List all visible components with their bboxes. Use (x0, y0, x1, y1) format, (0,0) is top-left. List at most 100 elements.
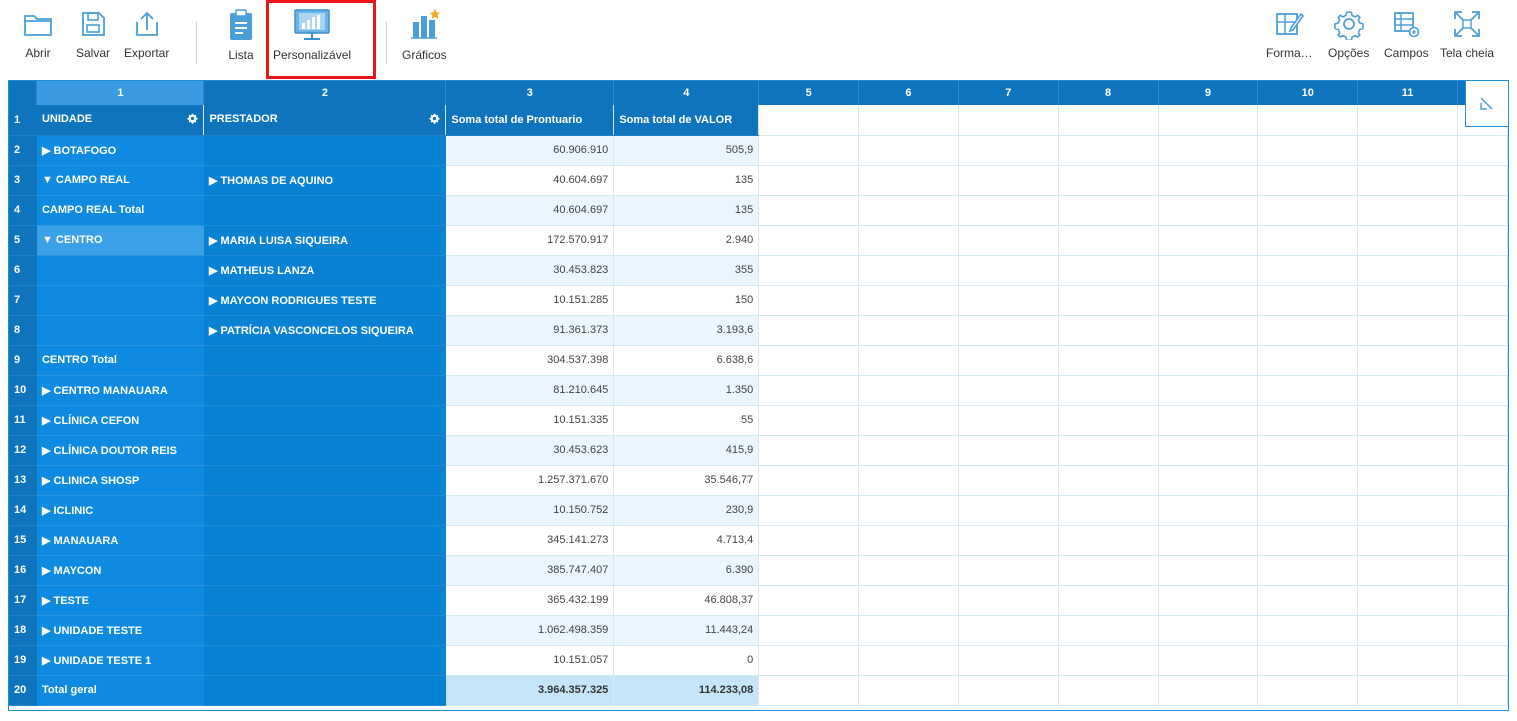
empty-cell[interactable] (1457, 465, 1508, 496)
prontuario-value[interactable]: 10.150.752 (445, 495, 615, 526)
valor-value[interactable]: 114.233,08 (613, 675, 760, 706)
empty-cell[interactable] (1357, 465, 1458, 496)
unidade-cell[interactable]: ▶ MAYCON (36, 555, 204, 586)
empty-cell[interactable] (958, 195, 1059, 226)
empty-cell[interactable] (1357, 435, 1458, 466)
empty-cell[interactable] (958, 525, 1059, 556)
empty-cell[interactable] (1457, 225, 1508, 256)
empty-cell[interactable] (758, 345, 860, 376)
empty-cell[interactable] (1357, 285, 1458, 316)
column-number[interactable]: 9 (1158, 81, 1259, 105)
row-number[interactable]: 8 (9, 315, 37, 346)
empty-cell[interactable] (1257, 645, 1359, 676)
empty-cell[interactable] (1058, 555, 1159, 586)
empty-cell[interactable] (1257, 315, 1359, 346)
empty-cell[interactable] (758, 165, 860, 196)
valor-value[interactable]: 1.350 (613, 375, 760, 406)
empty-cell[interactable] (1058, 645, 1159, 676)
empty-cell[interactable] (1158, 645, 1259, 676)
unidade-cell[interactable] (36, 255, 204, 286)
table-row[interactable]: 9 CENTRO Total 304.537.398 6.638,6 (9, 345, 1508, 376)
table-row[interactable]: 8 ▶ PATRÍCIA VASCONCELOS SIQUEIRA 91.361.3… (9, 315, 1508, 346)
empty-cell[interactable] (758, 435, 860, 466)
empty-cell[interactable] (1158, 255, 1259, 286)
empty-cell[interactable] (1357, 375, 1458, 406)
column-number[interactable]: 3 (445, 81, 615, 105)
valor-value[interactable]: 135 (613, 195, 760, 226)
empty-cell[interactable] (858, 405, 959, 436)
valor-value[interactable]: 355 (613, 255, 760, 286)
prestador-header[interactable]: PRESTADOR (203, 105, 447, 136)
empty-cell[interactable] (758, 315, 860, 346)
prestador-cell[interactable] (203, 195, 446, 226)
row-number[interactable]: 17 (9, 585, 37, 616)
unidade-cell[interactable]: ▶ BOTAFOGO (36, 135, 204, 166)
empty-cell[interactable] (1257, 225, 1359, 256)
prestador-cell[interactable] (203, 585, 446, 616)
unidade-cell[interactable]: ▶ MANAUARA (36, 525, 204, 556)
prestador-cell[interactable] (203, 615, 446, 646)
empty-cell[interactable] (1058, 165, 1159, 196)
empty-cell[interactable] (1058, 105, 1159, 136)
empty-cell[interactable] (758, 525, 860, 556)
valor-value[interactable]: 505,9 (613, 135, 760, 166)
empty-cell[interactable] (1158, 105, 1259, 136)
empty-cell[interactable] (858, 495, 959, 526)
empty-cell[interactable] (1457, 405, 1508, 436)
prestador-cell[interactable]: ▶ MARIA LUISA SIQUEIRA (203, 225, 446, 256)
pivot-grid[interactable]: 1 2 3 4 5 6 7 8 9 10 11 1 UNIDADE (8, 80, 1509, 711)
empty-cell[interactable] (1457, 675, 1508, 706)
prestador-cell[interactable] (203, 405, 446, 436)
table-row[interactable]: 16 ▶ MAYCON 385.747.407 6.390 (9, 555, 1508, 586)
prontuario-value[interactable]: 10.151.285 (445, 285, 615, 316)
empty-cell[interactable] (1457, 345, 1508, 376)
row-number[interactable]: 3 (9, 165, 37, 196)
empty-cell[interactable] (1257, 675, 1359, 706)
empty-cell[interactable] (1357, 555, 1458, 586)
empty-cell[interactable] (1457, 495, 1508, 526)
empty-cell[interactable] (758, 645, 860, 676)
empty-cell[interactable] (858, 675, 959, 706)
table-row[interactable]: 6 ▶ MATHEUS LANZA 30.453.823 355 (9, 255, 1508, 286)
empty-cell[interactable] (758, 225, 860, 256)
gear-icon[interactable] (187, 113, 198, 127)
unidade-cell[interactable] (36, 315, 204, 346)
empty-cell[interactable] (958, 555, 1059, 586)
empty-cell[interactable] (1158, 435, 1259, 466)
empty-cell[interactable] (1257, 255, 1359, 286)
empty-cell[interactable] (1058, 465, 1159, 496)
empty-cell[interactable] (1257, 405, 1359, 436)
empty-cell[interactable] (958, 225, 1059, 256)
prestador-cell[interactable] (203, 345, 446, 376)
empty-cell[interactable] (958, 465, 1059, 496)
empty-cell[interactable] (958, 585, 1059, 616)
column-number[interactable]: 5 (758, 81, 860, 105)
table-row[interactable]: 18 ▶ UNIDADE TESTE 1.062.498.359 11.443,24 (9, 615, 1508, 646)
empty-cell[interactable] (1257, 375, 1359, 406)
empty-cell[interactable] (1257, 525, 1359, 556)
empty-cell[interactable] (1257, 585, 1359, 616)
empty-cell[interactable] (758, 375, 860, 406)
empty-cell[interactable] (1058, 435, 1159, 466)
empty-cell[interactable] (1457, 585, 1508, 616)
unidade-cell[interactable]: ▼ CENTRO (36, 225, 204, 256)
row-number[interactable]: 16 (9, 555, 37, 586)
empty-cell[interactable] (1058, 285, 1159, 316)
unidade-cell[interactable]: ▶ UNIDADE TESTE (36, 615, 204, 646)
empty-cell[interactable] (958, 435, 1059, 466)
empty-cell[interactable] (1158, 615, 1259, 646)
table-row[interactable]: 5 ▼ CENTRO ▶ MARIA LUISA SIQUEIRA 172.570.9… (9, 225, 1508, 256)
prestador-cell[interactable] (203, 555, 446, 586)
prontuario-value[interactable]: 30.453.623 (445, 435, 615, 466)
empty-cell[interactable] (1158, 285, 1259, 316)
row-number[interactable]: 10 (9, 375, 37, 406)
prestador-cell[interactable]: ▶ PATRÍCIA VASCONCELOS SIQUEIRA (203, 315, 446, 346)
unidade-header[interactable]: UNIDADE (36, 105, 205, 136)
empty-cell[interactable] (858, 435, 959, 466)
empty-cell[interactable] (1357, 405, 1458, 436)
unidade-cell[interactable]: Total geral (36, 675, 204, 706)
prontuario-value[interactable]: 172.570.917 (445, 225, 615, 256)
empty-cell[interactable] (1357, 195, 1458, 226)
fullscreen-button[interactable]: Tela cheia (1440, 8, 1494, 78)
empty-cell[interactable] (958, 615, 1059, 646)
